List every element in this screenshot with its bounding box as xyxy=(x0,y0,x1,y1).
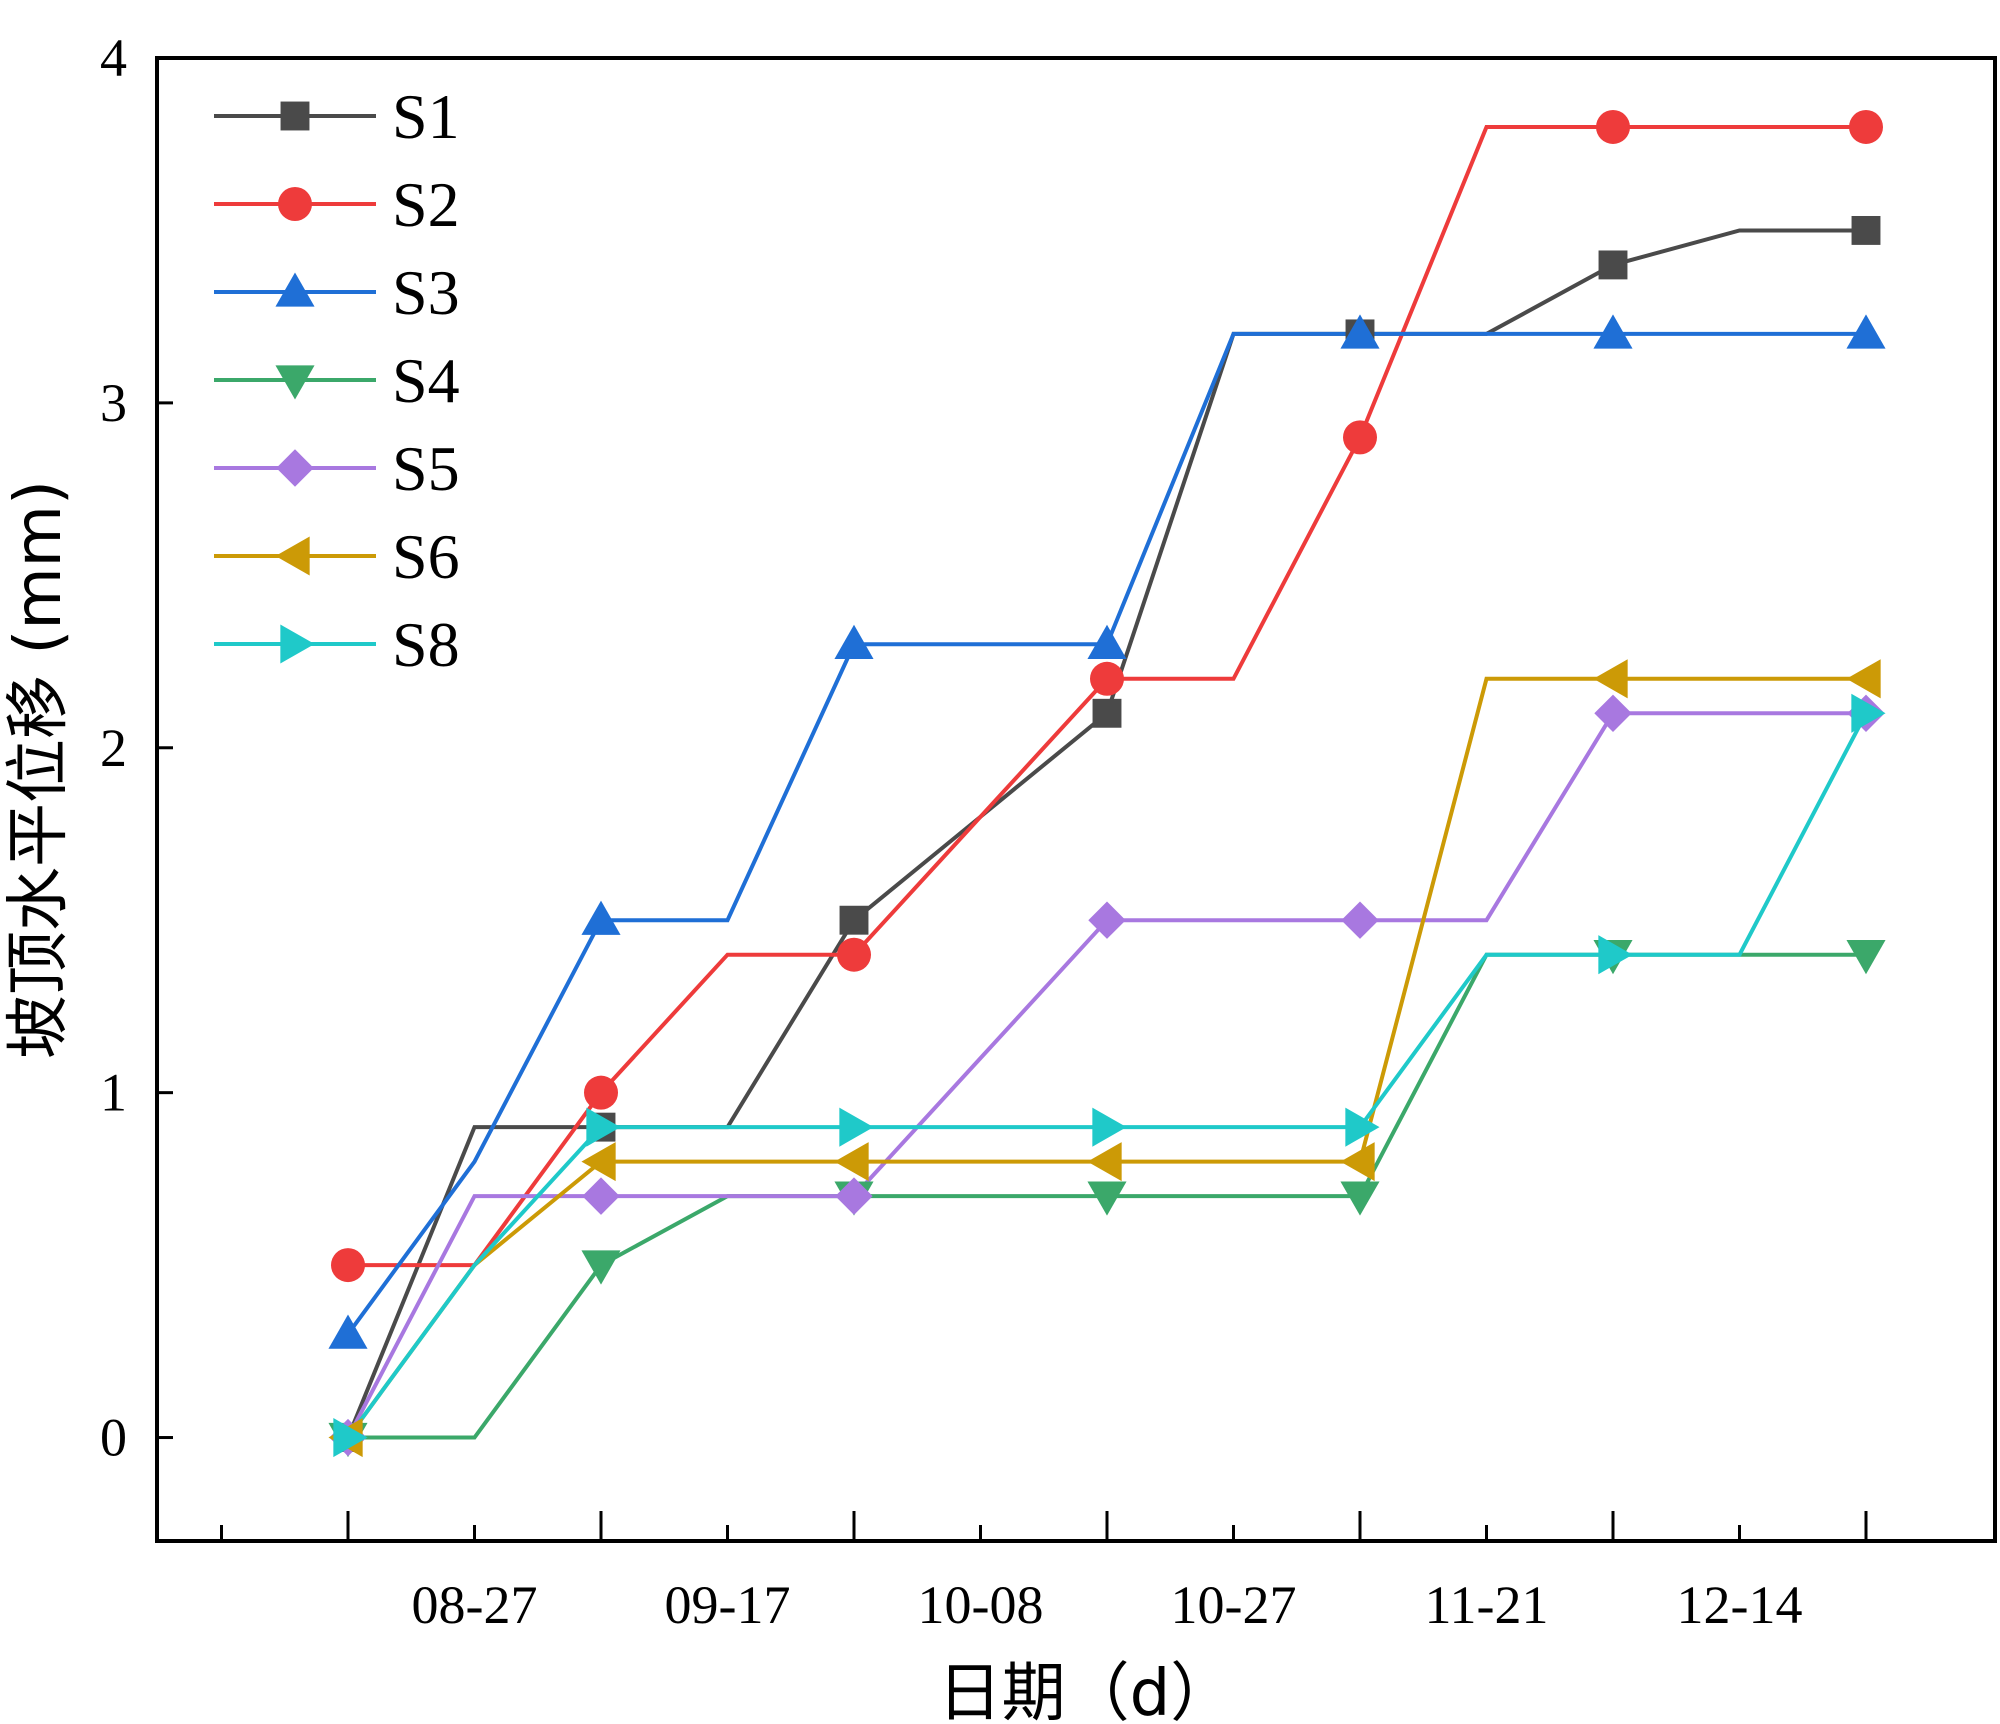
data-point-s8 xyxy=(1345,1107,1380,1147)
data-point-s2 xyxy=(1090,661,1124,696)
y-axis-title: 坡顶水平位移 (mm) xyxy=(2,480,76,1059)
data-point-s4 xyxy=(1087,1181,1127,1216)
legend-label: S1 xyxy=(392,81,460,152)
y-tick-label: 2 xyxy=(100,718,127,778)
x-tick-label: 10-27 xyxy=(1171,1575,1297,1635)
data-point-s1 xyxy=(1092,698,1122,728)
x-tick-label: 10-08 xyxy=(918,1575,1044,1635)
data-point-s6 xyxy=(581,1142,616,1182)
data-point-s8 xyxy=(333,1417,368,1458)
legend-marker xyxy=(278,187,312,221)
data-point-s5 xyxy=(1341,901,1379,939)
data-point-s2 xyxy=(584,1075,618,1110)
data-point-s2 xyxy=(1596,109,1630,144)
data-point-s8 xyxy=(586,1107,621,1147)
legend-item-s5: S5 xyxy=(214,433,460,504)
legend-label: S4 xyxy=(392,345,460,416)
legend-marker xyxy=(280,101,310,131)
legend-item-s1: S1 xyxy=(214,81,460,152)
data-point-s5 xyxy=(1594,694,1632,732)
data-point-s5 xyxy=(582,1177,620,1215)
legend-marker xyxy=(276,449,314,487)
data-point-s3 xyxy=(1593,314,1633,349)
legend-marker xyxy=(275,365,315,400)
data-point-s6 xyxy=(1846,659,1881,699)
data-point-s3 xyxy=(1087,624,1127,659)
legend-marker xyxy=(275,272,315,307)
legend-item-s8: S8 xyxy=(214,609,460,680)
legend-label: S3 xyxy=(392,257,460,328)
data-point-s1 xyxy=(1598,250,1628,280)
data-point-s8 xyxy=(1092,1107,1127,1147)
data-point-s3 xyxy=(581,900,621,935)
data-point-s6 xyxy=(834,1142,869,1182)
legend-label: S8 xyxy=(392,609,460,680)
data-point-s8 xyxy=(1851,693,1886,733)
legend-label: S5 xyxy=(392,433,460,504)
y-axis: 0 1 2 3 4 xyxy=(100,28,173,1468)
series-line-s6 xyxy=(346,676,1866,1439)
data-point-s3 xyxy=(1846,314,1886,349)
data-point-s3 xyxy=(328,1314,368,1349)
x-axis: 08-27 09-17 10-08 10-27 11-21 12-14 xyxy=(220,1511,1868,1635)
series-line-s2 xyxy=(348,124,1866,1268)
legend-item-s3: S3 xyxy=(214,257,460,328)
legend-marker xyxy=(280,624,315,664)
data-point-s1 xyxy=(839,905,869,935)
legend-item-s4: S4 xyxy=(214,345,460,416)
data-point-s6 xyxy=(1087,1142,1122,1182)
series-lines xyxy=(346,124,1868,1440)
y-tick-label: 4 xyxy=(100,28,127,88)
data-point-s3 xyxy=(834,624,874,659)
data-point-s2 xyxy=(1849,109,1883,144)
series-line-s5 xyxy=(346,711,1866,1439)
data-point-s6 xyxy=(1593,659,1628,699)
series-line-s8 xyxy=(346,712,1868,1439)
x-tick-label: 09-17 xyxy=(665,1575,791,1635)
x-tick-label: 12-14 xyxy=(1677,1575,1803,1635)
y-tick-label: 0 xyxy=(100,1408,127,1468)
data-point-s3 xyxy=(1340,314,1380,349)
legend: S1 S2 S3 S4 S5 S6 S8 xyxy=(214,81,460,680)
data-point-s1 xyxy=(1851,215,1881,245)
plot-frame xyxy=(155,56,1997,1543)
data-point-s4 xyxy=(1340,1181,1380,1216)
data-point-s2 xyxy=(837,937,871,972)
legend-item-s2: S2 xyxy=(214,169,460,240)
plot-area xyxy=(155,56,1997,1543)
data-point-s5 xyxy=(1088,901,1126,939)
legend-label: S6 xyxy=(392,521,460,592)
x-tick-label: 08-27 xyxy=(412,1575,538,1635)
data-point-s5 xyxy=(835,1177,873,1215)
data-point-s8 xyxy=(1598,935,1633,975)
data-point-s4 xyxy=(1846,940,1886,975)
legend-marker xyxy=(275,536,310,576)
data-point-s8 xyxy=(839,1107,874,1147)
series-markers xyxy=(328,109,1886,1458)
data-point-s2 xyxy=(1343,420,1377,455)
series-line-s1 xyxy=(346,228,1866,1439)
data-point-s2 xyxy=(331,1248,365,1283)
legend-label: S2 xyxy=(392,169,460,240)
x-tick-label: 11-21 xyxy=(1425,1575,1549,1635)
y-tick-label: 3 xyxy=(100,373,127,433)
y-tick-label: 1 xyxy=(100,1063,127,1123)
data-point-s6 xyxy=(1340,1142,1375,1182)
x-axis-title: 日期（d） xyxy=(938,1657,1235,1724)
data-point-s4 xyxy=(581,1250,621,1285)
legend-item-s6: S6 xyxy=(214,521,460,592)
